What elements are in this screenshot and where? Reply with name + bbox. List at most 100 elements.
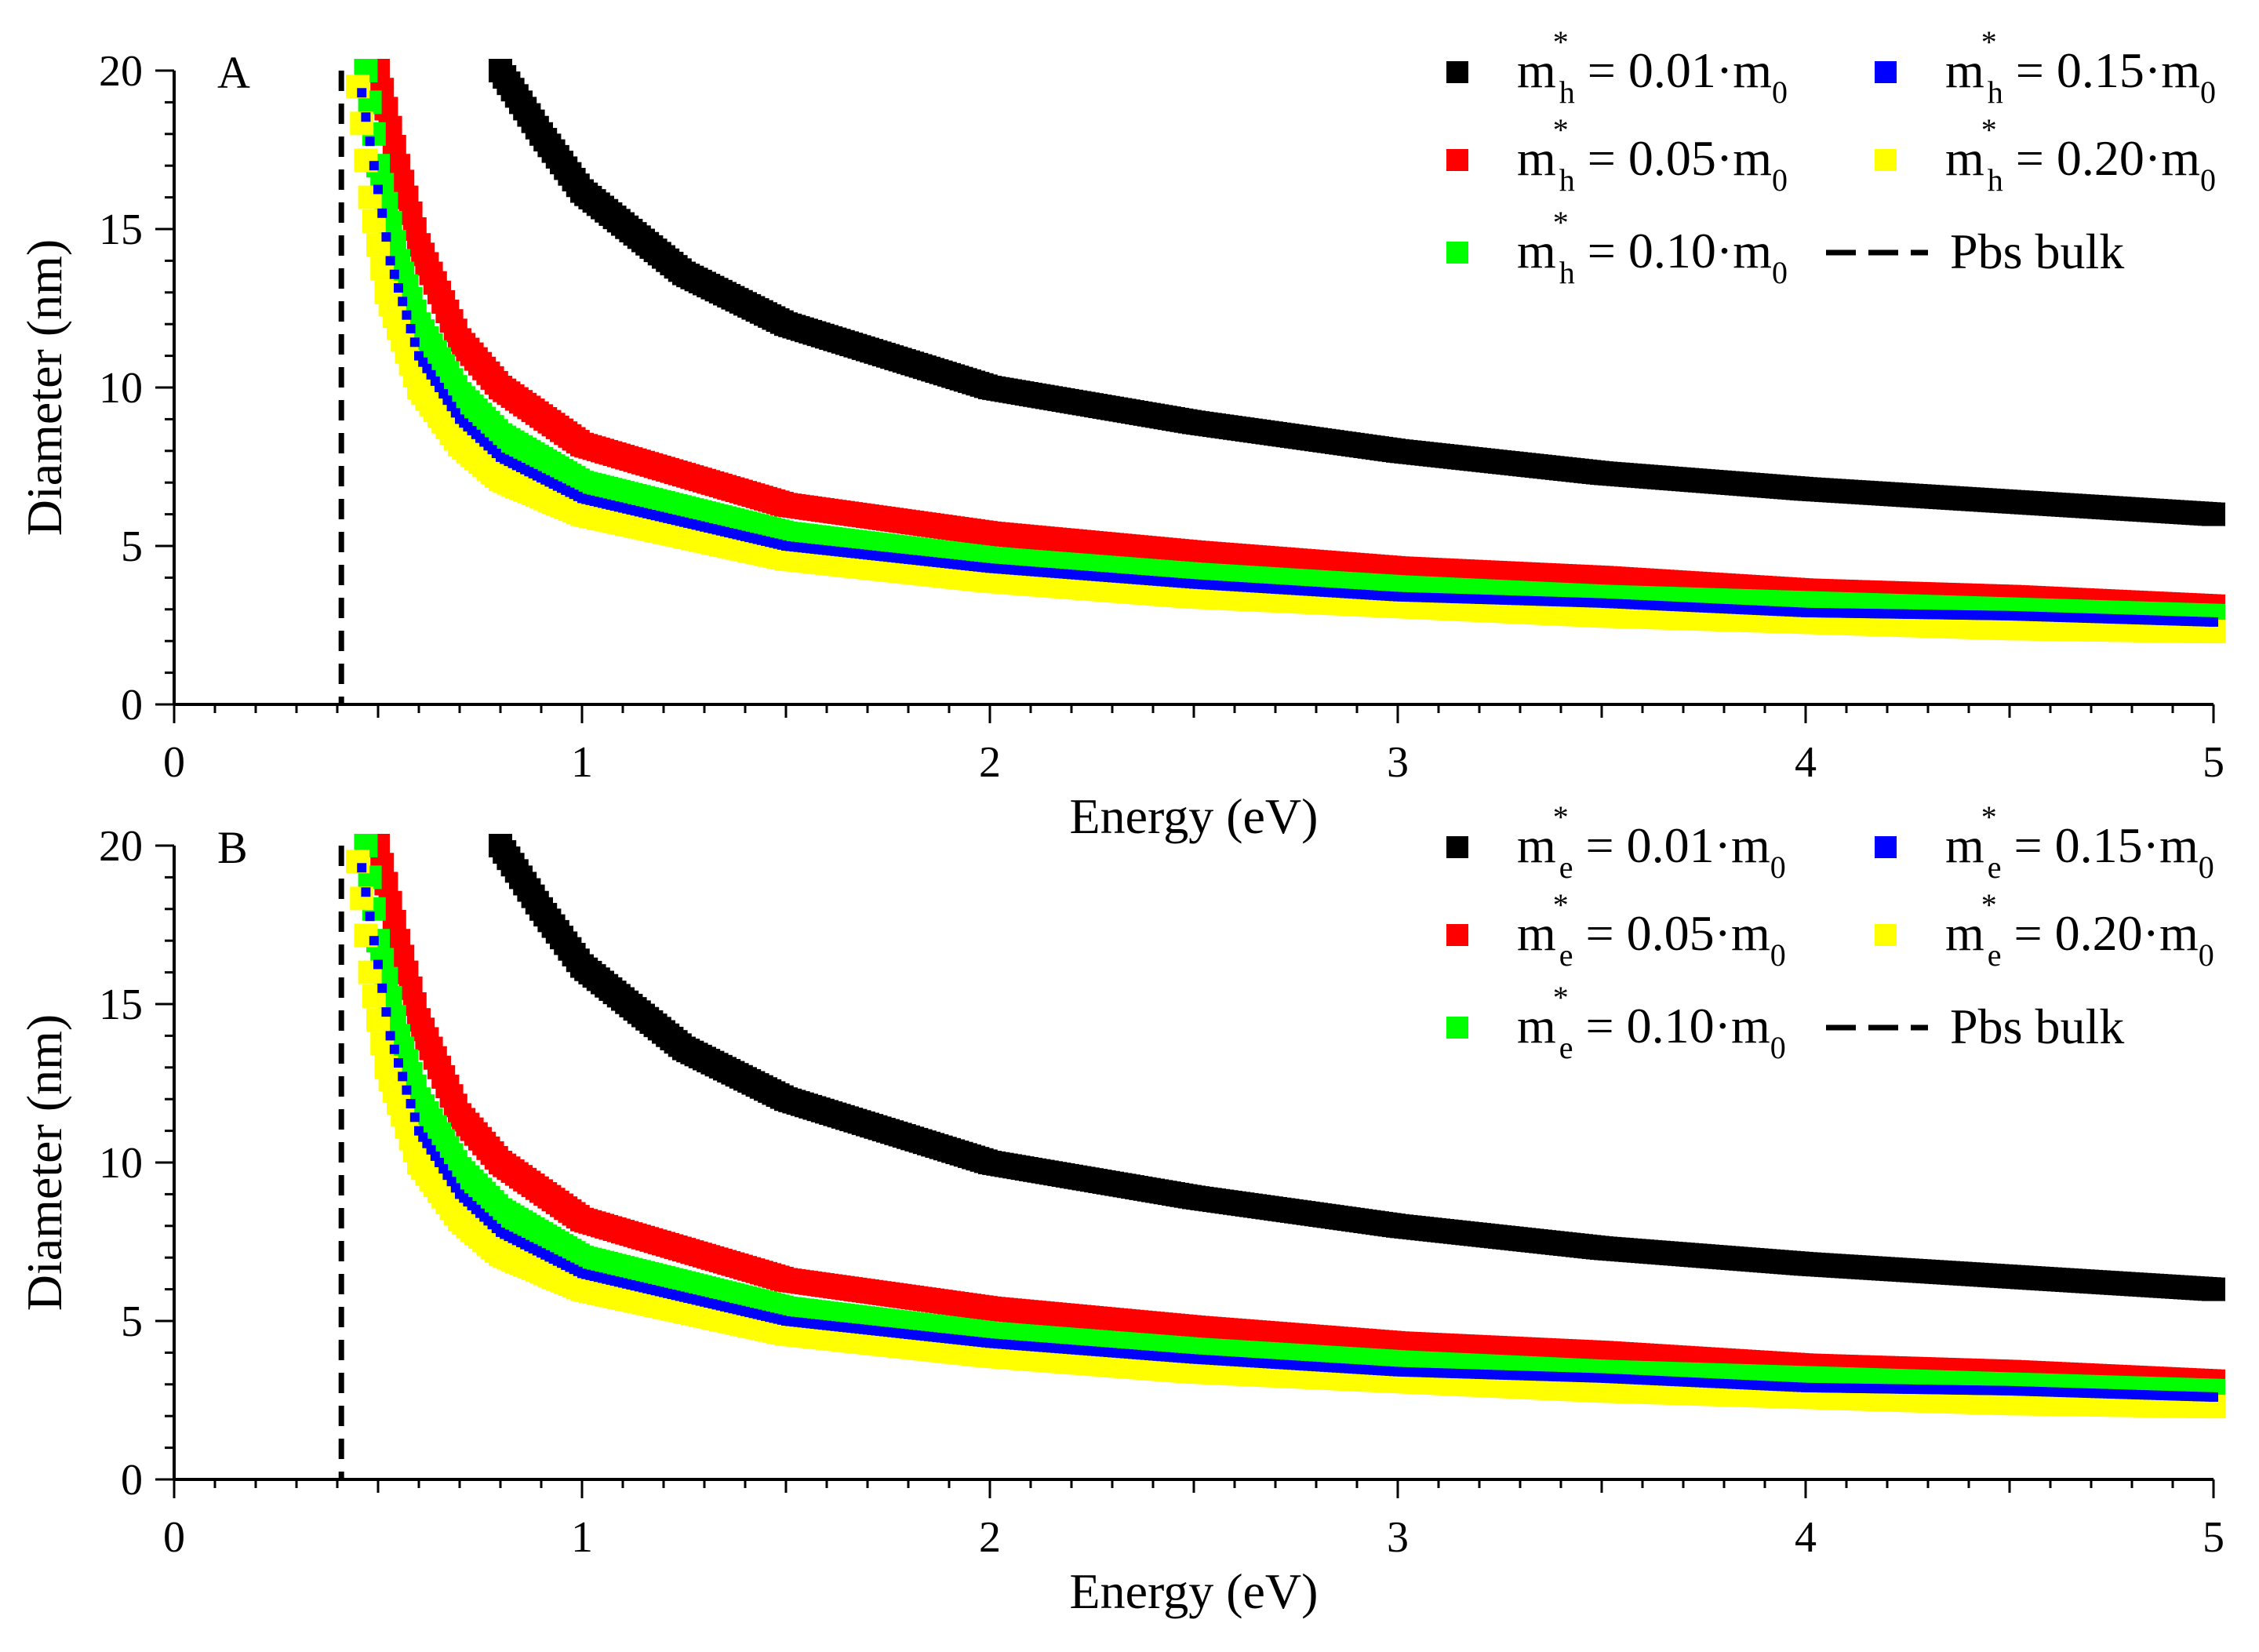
- panel-a-legend: m* h = 0.01·m0 m* h = 0.15·m0m* h = 0.05·m0 m…: [1446, 24, 2216, 290]
- panel-a-x-tick-label: 2: [979, 738, 1001, 787]
- panel-b-y-tick-label: 20: [99, 822, 143, 871]
- panel-b-point-e015: [394, 1058, 403, 1068]
- panel-b-y-tick-label: 5: [121, 1297, 143, 1346]
- panel-a-legend-item-h001: m* h = 0.01·m0: [1446, 24, 1788, 110]
- panel-b-x-tick-label: 2: [979, 1513, 1001, 1562]
- panel-a-point-h015: [402, 310, 412, 320]
- panel-b-legend-text-bulk: Pbs bulk: [1950, 999, 2124, 1054]
- panel-b-x-tick-label: 0: [163, 1513, 185, 1562]
- panel-b-point-e015: [385, 1031, 395, 1041]
- panel-a-legend-text-h020: m* h = 0.20·m0: [1945, 112, 2216, 198]
- panel-b-point-e015: [381, 1007, 391, 1017]
- panel-a-point-h015: [398, 297, 408, 307]
- panel-a-legend-marker-h020: [1875, 149, 1897, 171]
- panel-b-point-e015: [398, 1072, 408, 1082]
- panel-a-x-axis-title: Energy (eV): [1070, 788, 1319, 844]
- panel-b-point-e015: [377, 983, 387, 993]
- panel-a-y-tick-label: 5: [121, 522, 143, 571]
- panel-a-legend-text-h001: m* h = 0.01·m0: [1517, 24, 1788, 110]
- panel-a-point-h015: [409, 337, 420, 348]
- panel-b-point-e015: [373, 959, 383, 970]
- panel-b-point-e015: [409, 1112, 420, 1123]
- panel-a-y-tick-label: 10: [99, 364, 143, 413]
- panel-a-point-h015: [2209, 617, 2218, 627]
- panel-b-y-axis-title: Diameter (nm): [16, 1014, 72, 1312]
- panel-b-x-tick-label: 1: [571, 1513, 593, 1562]
- panel-a-legend-item-bulk: Pbs bulk: [1826, 224, 2124, 279]
- panel-b-x-tick-label: 5: [2203, 1513, 2224, 1562]
- panel-a-x-tick-label: 5: [2203, 738, 2224, 787]
- panel-a-legend-marker-h001: [1446, 61, 1468, 83]
- panel-a-point-h015: [377, 208, 387, 218]
- panel-b-point-e015: [389, 1044, 399, 1054]
- panel-b-legend-item-e015: m* e = 0.15·m0: [1875, 799, 2214, 885]
- panel-a-point-h015: [365, 136, 375, 147]
- panel-b-legend-text-e001: m* e = 0.01·m0: [1517, 799, 1786, 885]
- panel-b-legend-item-e010: m* e = 0.10·m0: [1446, 980, 1786, 1065]
- panel-b-legend-item-e020: m* e = 0.20·m0: [1875, 887, 2214, 973]
- panel-a-x-tick-label: 0: [163, 738, 185, 787]
- panel-a-x-tick-label: 3: [1387, 738, 1409, 787]
- panel-a: 0 1 2 3 4 5 0 5 10 15 20 Energy (eV) Diameter (nm) A m…: [16, 24, 2225, 844]
- panel-a-point-h015: [373, 184, 383, 195]
- panel-a-point-h015: [369, 161, 379, 171]
- panel-a-series-h015: [357, 88, 2218, 627]
- panel-a-y-tick-label: 20: [99, 47, 143, 96]
- panel-a-legend-text-bulk: Pbs bulk: [1950, 224, 2124, 279]
- panel-b-point-e015: [361, 887, 371, 897]
- panel-b-x-tick-label: 3: [1387, 1513, 1409, 1562]
- panel-a-point-h015: [385, 256, 395, 266]
- panel-b-point-e015: [369, 936, 379, 946]
- panel-a-legend-text-h005: m* h = 0.05·m0: [1517, 112, 1788, 198]
- panel-b-y-tick-label: 10: [99, 1139, 143, 1188]
- panel-a-x-tick-label: 4: [1795, 738, 1817, 787]
- panel-b-legend-item-e005: m* e = 0.05·m0: [1446, 887, 1786, 973]
- panel-b-point-e001: [2202, 1277, 2225, 1301]
- panel-a-x-tick-label: 1: [571, 738, 593, 787]
- panel-b: 0 1 2 3 4 5 0 5 10 15 20 Energy (eV) Diameter (nm) B m…: [16, 799, 2225, 1619]
- panel-b-legend-marker-e001: [1446, 836, 1468, 858]
- panel-a-legend-item-h010: m* h = 0.10·m0: [1446, 205, 1788, 290]
- panel-a-y-tick-label: 15: [99, 206, 143, 254]
- panel-a-legend-text-h015: m* h = 0.15·m0: [1945, 24, 2216, 110]
- panel-a-point-h015: [406, 323, 416, 333]
- panel-a-point-h015: [381, 232, 391, 242]
- panel-a-point-h015: [389, 269, 399, 279]
- panel-b-series-e001: [489, 834, 2225, 1301]
- panel-b-y-tick-label: 0: [121, 1456, 143, 1505]
- panel-a-point-h015: [394, 283, 403, 293]
- panel-b-legend-marker-e005: [1446, 924, 1468, 946]
- panel-a-point-h001: [2202, 502, 2225, 526]
- panel-b-legend-marker-e020: [1875, 924, 1897, 946]
- panel-b-label: B: [217, 822, 248, 873]
- panel-a-legend-text-h010: m* h = 0.10·m0: [1517, 205, 1788, 290]
- panel-a-legend-item-h005: m* h = 0.05·m0: [1446, 112, 1788, 198]
- panel-a-legend-marker-h005: [1446, 149, 1468, 171]
- panel-b-legend-text-e015: m* e = 0.15·m0: [1945, 799, 2214, 885]
- panel-b-legend: m* e = 0.01·m0 m* e = 0.15·m0m* e = 0.05·m0 m…: [1446, 799, 2214, 1065]
- panel-a-legend-item-h015: m* h = 0.15·m0: [1875, 24, 2216, 110]
- panel-b-x-axis-title: Energy (eV): [1070, 1563, 1319, 1619]
- panel-b-legend-text-e020: m* e = 0.20·m0: [1945, 887, 2214, 973]
- panel-b-x-tick-label: 4: [1795, 1513, 1817, 1562]
- panel-b-point-e015: [2209, 1392, 2218, 1402]
- panel-b-point-e015: [357, 863, 367, 873]
- panel-b-legend-item-e001: m* e = 0.01·m0: [1446, 799, 1786, 885]
- panel-a-point-h015: [361, 112, 371, 122]
- panel-b-point-e015: [402, 1085, 412, 1095]
- panel-b-y-tick-label: 15: [99, 981, 143, 1029]
- panel-a-label: A: [217, 47, 250, 98]
- panel-a-legend-item-h020: m* h = 0.20·m0: [1875, 112, 2216, 198]
- panel-b-legend-text-e005: m* e = 0.05·m0: [1517, 887, 1786, 973]
- panel-b-point-e015: [365, 912, 375, 922]
- panel-b-series-e015: [357, 863, 2218, 1402]
- panel-a-point-h015: [357, 88, 367, 98]
- panel-b-legend-marker-e015: [1875, 836, 1897, 858]
- panel-a-y-axis-title: Diameter (nm): [16, 239, 72, 537]
- panel-a-legend-marker-h010: [1446, 242, 1468, 264]
- panel-b-legend-item-bulk: Pbs bulk: [1826, 999, 2124, 1054]
- panel-b-point-e015: [406, 1098, 416, 1108]
- panel-a-y-tick-label: 0: [121, 681, 143, 730]
- panel-a-legend-marker-h015: [1875, 61, 1897, 83]
